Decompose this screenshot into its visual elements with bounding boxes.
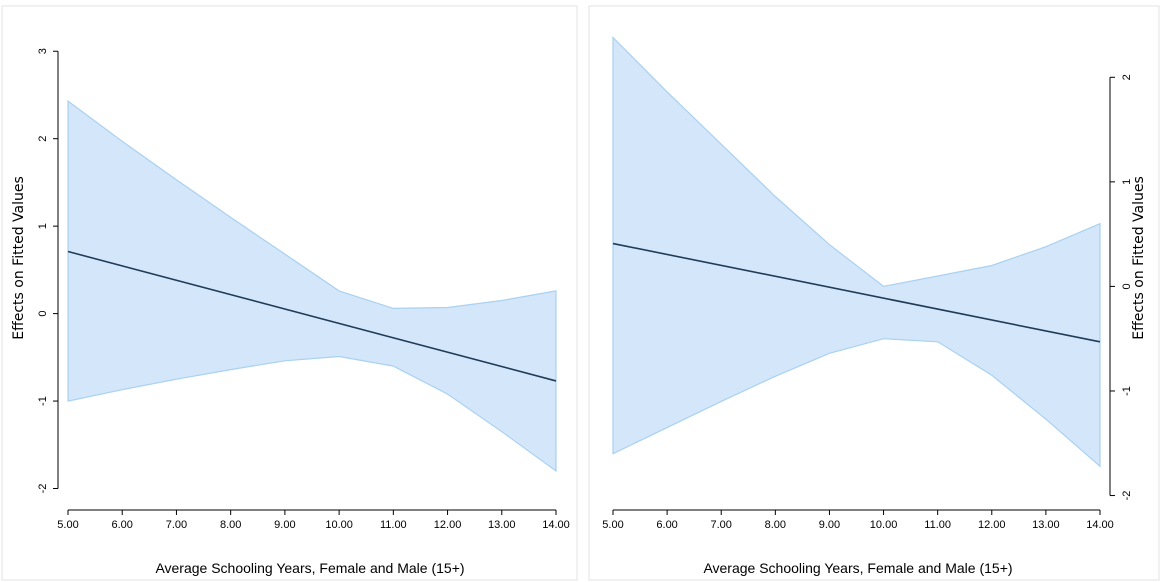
y-tick-label: 1 [37, 223, 49, 229]
x-tick-label: 12.00 [434, 519, 462, 531]
y-tick-label: 1 [1121, 179, 1133, 185]
y-tick-label: 3 [37, 48, 49, 54]
x-tick-label: 5.00 [602, 519, 623, 531]
x-tick-label: 13.00 [488, 519, 516, 531]
y-tick-label: -1 [37, 396, 49, 406]
y-tick-labels-left: -2 -1 0 1 2 3 [37, 48, 49, 493]
x-tick-label: 6.00 [656, 519, 677, 531]
panel-frame-left [1, 5, 578, 581]
confidence-band [612, 36, 1101, 468]
x-tick-label: 12.00 [978, 519, 1006, 531]
y-tick-label: -2 [37, 484, 49, 494]
x-tick-label: 6.00 [112, 519, 133, 531]
y-tick-label: 2 [1121, 74, 1133, 80]
y-tick-label: -2 [1121, 491, 1133, 501]
fitted-line-right [612, 242, 1101, 343]
x-tick-label: 14.00 [1086, 519, 1114, 531]
y-tick-labels-right: -2 -1 0 1 2 [1121, 74, 1133, 500]
x-tick-labels-right: 5.00 6.00 7.00 8.00 9.00 10.00 11.00 12.… [602, 519, 1113, 531]
confidence-band-right [612, 36, 1101, 468]
x-tick-labels-left: 5.00 6.00 7.00 8.00 9.00 10.00 11.00 12.… [57, 519, 569, 531]
x-tick-label: 14.00 [542, 519, 570, 531]
fitted-line [612, 242, 1101, 343]
x-tick-label: 7.00 [711, 519, 732, 531]
y-axis-title-right: Effects on Fitted Values [1131, 176, 1147, 340]
axes-right [612, 76, 1115, 515]
chart-left: 5.00 6.00 7.00 8.00 9.00 10.00 11.00 12.… [11, 48, 570, 576]
y-tick-label: 2 [37, 136, 49, 142]
x-tick-label: 8.00 [765, 519, 786, 531]
y-tick-label: 0 [37, 311, 49, 317]
x-tick-label: 11.00 [924, 519, 951, 531]
x-tick-label: 10.00 [870, 519, 898, 531]
x-tick-label: 7.00 [166, 519, 187, 531]
y-axis-title-left: Effects on Fitted Values [11, 176, 27, 340]
x-axis-title-right: Average Schooling Years, Female and Male… [703, 560, 1012, 576]
y-tick-label: 0 [1121, 283, 1133, 289]
fitted-line [67, 250, 557, 382]
confidence-band-left [67, 99, 557, 473]
confidence-band [67, 99, 557, 473]
x-tick-label: 10.00 [325, 519, 353, 531]
chart-right: 5.00 6.00 7.00 8.00 9.00 10.00 11.00 12.… [602, 36, 1147, 576]
x-tick-label: 9.00 [819, 519, 840, 531]
y-tick-label: -1 [1121, 386, 1133, 396]
x-tick-label: 13.00 [1032, 519, 1060, 531]
x-tick-label: 11.00 [380, 519, 407, 531]
x-tick-label: 5.00 [57, 519, 78, 531]
fitted-line-left [67, 250, 557, 382]
x-tick-label: 8.00 [220, 519, 241, 531]
x-tick-label: 9.00 [274, 519, 295, 531]
axes-left [53, 50, 557, 515]
x-axis-title-left: Average Schooling Years, Female and Male… [155, 560, 464, 576]
panel-frame-right [588, 5, 1160, 581]
